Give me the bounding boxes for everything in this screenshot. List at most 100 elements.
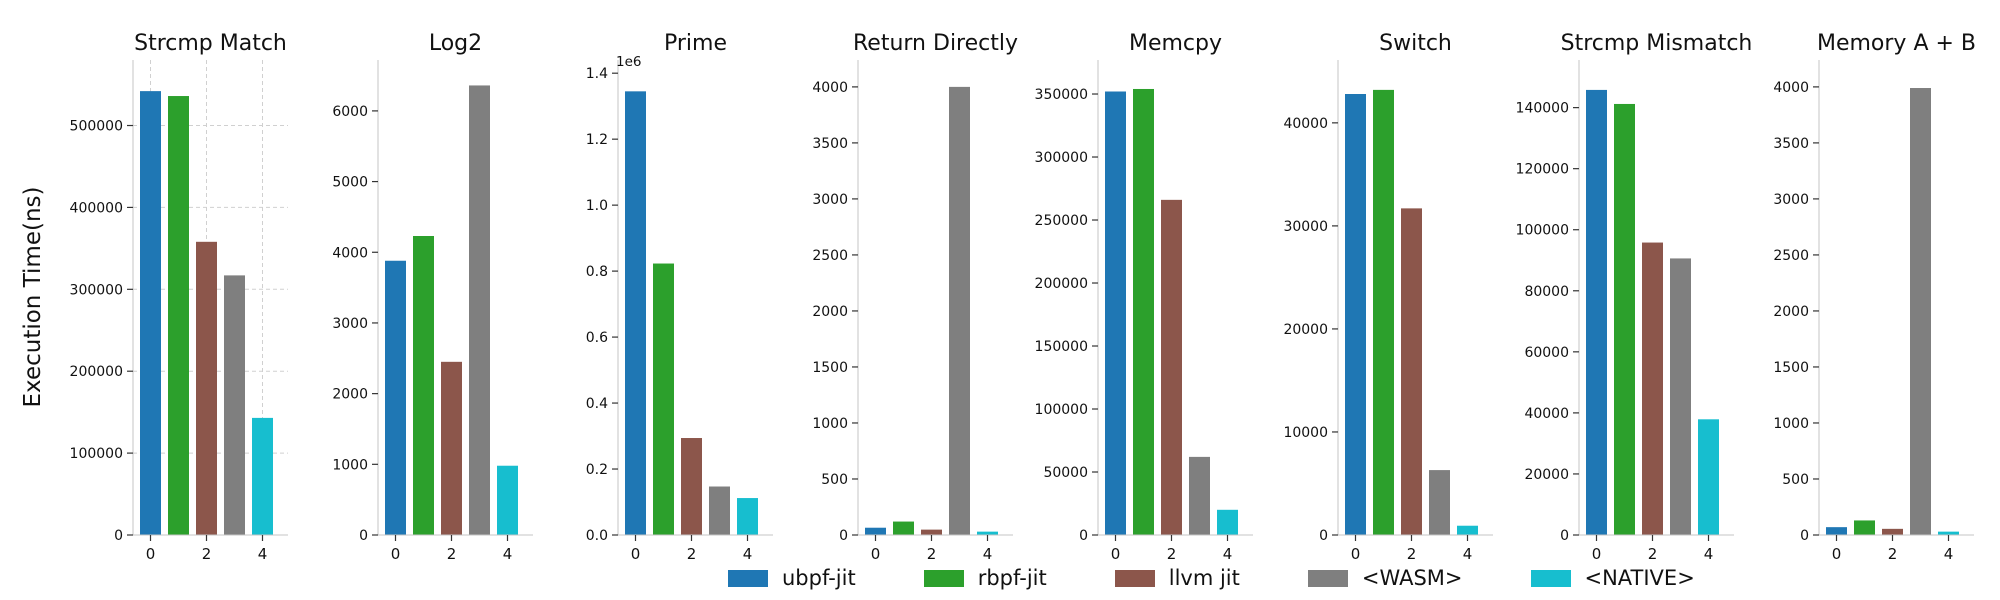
chart-legend: ubpf-jit rbpf-jit llvm jit <WASM> <NATIVE> [728, 566, 1695, 590]
bar-ubpf-jit [1826, 527, 1847, 535]
x-tick-label: 4 [1223, 545, 1233, 563]
y-tick-label: 200000 [70, 364, 123, 380]
x-tick-label: 2 [202, 545, 212, 563]
legend-item: <NATIVE> [1530, 566, 1695, 590]
bar-rbpf-jit [1854, 520, 1875, 535]
bar-rbpf-jit [653, 263, 674, 535]
y-tick-label: 300000 [70, 282, 123, 298]
y-tick-label: 0 [839, 528, 848, 544]
y-tick-label: 40000 [1283, 116, 1328, 132]
y-tick-label: 2000 [1773, 304, 1809, 320]
y-tick-label: 1.0 [586, 198, 608, 214]
y-tick-label: 0.6 [586, 330, 608, 346]
y-tick-label: 60000 [1524, 345, 1569, 361]
bar-llvm jit [441, 361, 462, 535]
y-tick-label: 20000 [1283, 322, 1328, 338]
y-tick-label: 0.2 [586, 462, 608, 478]
x-tick-label: 4 [743, 545, 753, 563]
y-tick-label: 40000 [1524, 406, 1569, 422]
bar-ubpf-jit [865, 527, 886, 535]
subplot-title: Switch [1379, 31, 1452, 56]
y-tick-label: 50000 [1043, 465, 1088, 481]
y-tick-label: 200000 [1035, 276, 1088, 292]
y-tick-label: 0 [114, 528, 123, 544]
y-tick-label: 100000 [70, 446, 123, 462]
subplot-title: Strcmp Mismatch [1561, 31, 1753, 56]
bar-<WASM> [1670, 258, 1691, 535]
x-tick-label: 4 [1944, 545, 1954, 563]
y-tick-label: 4000 [812, 80, 848, 96]
y-tick-label: 30000 [1283, 219, 1328, 235]
subplot-title: Prime [664, 31, 727, 56]
bar-ubpf-jit [140, 91, 161, 535]
y-tick-label: 1000 [1773, 416, 1809, 432]
x-tick-label: 0 [146, 545, 156, 563]
bar-rbpf-jit [1373, 89, 1394, 536]
bar-llvm jit [196, 241, 217, 535]
bar-<NATIVE> [1457, 525, 1478, 535]
y-tick-label: 100000 [1035, 402, 1088, 418]
bar-<WASM> [469, 85, 490, 536]
subplot-5: 0 10000 20000 30000 40000 0 2 4 Switch [1283, 31, 1493, 563]
bar-ubpf-jit [1345, 94, 1366, 535]
bar-<WASM> [709, 486, 730, 535]
x-tick-label: 4 [983, 545, 993, 563]
legend-label: <WASM> [1361, 566, 1463, 590]
y-tick-label: 0.8 [586, 264, 608, 280]
x-tick-label: 0 [1832, 545, 1842, 563]
bar-<NATIVE> [1217, 509, 1238, 535]
y-tick-label: 80000 [1524, 284, 1569, 300]
y-tick-label: 3000 [812, 192, 848, 208]
y-tick-label: 2000 [332, 387, 368, 403]
subplot-title: Return Directly [853, 31, 1018, 56]
legend-swatch [1114, 569, 1155, 587]
y-tick-label: 1000 [812, 416, 848, 432]
x-tick-label: 0 [1111, 545, 1121, 563]
y-tick-label: 1000 [332, 457, 368, 473]
legend-item: rbpf-jit [923, 566, 1047, 590]
y-tick-label: 5000 [332, 175, 368, 191]
bar-<NATIVE> [497, 465, 518, 535]
subplot-0: 0 100000 200000 300000 400000 500000 0 2 4 Strcmp… [70, 31, 288, 563]
y-tick-label: 350000 [1035, 87, 1088, 103]
x-tick-label: 2 [447, 545, 457, 563]
x-tick-label: 2 [1648, 545, 1658, 563]
bar-<NATIVE> [1938, 531, 1959, 535]
y-tick-label: 1500 [812, 360, 848, 376]
y-tick-label: 400000 [70, 200, 123, 216]
bar-<WASM> [1910, 88, 1931, 535]
subplot-7: 0 500 1000 1500 2000 2500 3000 3500 4000 0 2 4 Memor… [1773, 31, 1976, 563]
y-tick-label: 4000 [332, 245, 368, 261]
y-tick-label: 0 [1560, 528, 1569, 544]
y-tick-label: 3500 [812, 136, 848, 152]
subplot-3: 0 500 1000 1500 2000 2500 3000 3500 4000 0 2 4 Retur… [812, 31, 1018, 563]
x-tick-label: 4 [1463, 545, 1473, 563]
bar-<WASM> [224, 275, 245, 535]
bar-ubpf-jit [1105, 91, 1126, 536]
y-tick-label: 0.4 [586, 396, 608, 412]
y-tick-label: 0 [359, 528, 368, 544]
y-tick-label: 0 [1079, 528, 1088, 544]
bar-<NATIVE> [737, 498, 758, 535]
legend-item: <WASM> [1307, 566, 1463, 590]
x-tick-label: 2 [687, 545, 697, 563]
subplot-1: 0 1000 2000 3000 4000 5000 6000 0 2 4 Log2 [332, 31, 533, 563]
y-tick-label: 140000 [1516, 101, 1569, 117]
bar-llvm jit [921, 529, 942, 535]
x-tick-label: 2 [1888, 545, 1898, 563]
legend-item: ubpf-jit [728, 566, 856, 590]
x-tick-label: 4 [503, 545, 513, 563]
subplot-2: 0.0 0.2 0.4 0.6 0.8 1.0 1.2 1.4 0 2 4 1e6 Prime [586, 31, 773, 563]
bar-rbpf-jit [168, 96, 189, 535]
y-tick-label: 500 [1782, 472, 1809, 488]
bar-<NATIVE> [1698, 419, 1719, 535]
subplot-title: Log2 [429, 31, 482, 56]
bar-llvm jit [1401, 208, 1422, 535]
subplot-6: 0 20000 40000 60000 80000 100000 120000 140000 0… [1516, 31, 1753, 563]
y-tick-label: 3500 [1773, 136, 1809, 152]
y-tick-label: 500000 [70, 119, 123, 135]
bar-ubpf-jit [1586, 89, 1607, 536]
legend-label: ubpf-jit [782, 566, 856, 590]
